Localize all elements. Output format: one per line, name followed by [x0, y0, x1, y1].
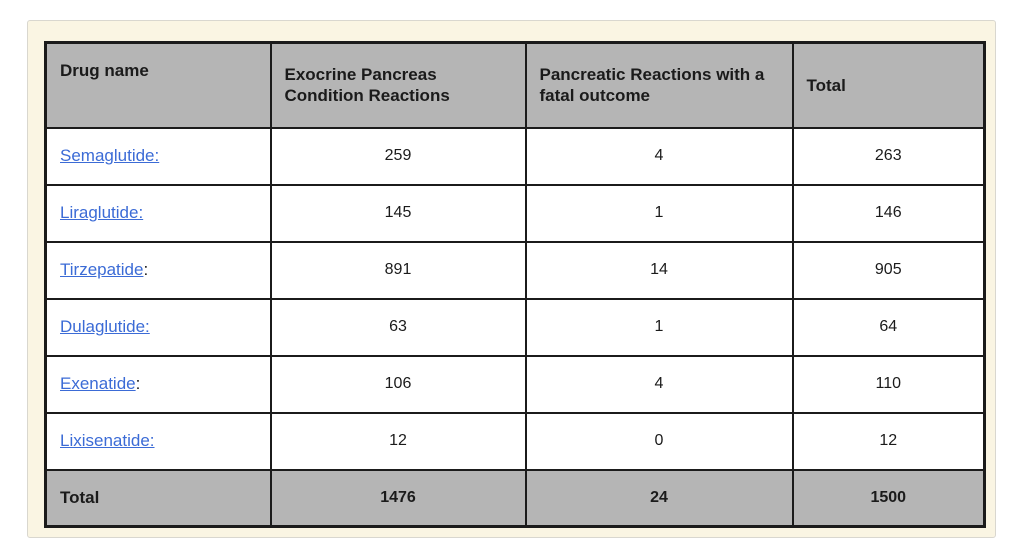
fatal-count-cell: 1: [524, 183, 794, 243]
total-fatal-cell: 24: [524, 468, 794, 528]
colon-suffix: :: [135, 374, 141, 393]
fatal-count-cell: 4: [524, 126, 794, 186]
fatal-count-cell: 4: [524, 354, 794, 414]
lixisenatide-link[interactable]: Lixisenatide:: [60, 431, 155, 450]
colon-suffix: :: [143, 260, 149, 279]
table-row-dulaglutide: Dulaglutide: 63 1 64: [44, 297, 986, 357]
drug-name-cell: Lixisenatide:: [44, 411, 272, 471]
total-count-cell: 263: [791, 126, 986, 186]
total-row-label: Total: [44, 468, 272, 528]
exocrine-count-cell: 106: [269, 354, 527, 414]
dulaglutide-link[interactable]: Dulaglutide:: [60, 317, 150, 336]
total-count-cell: 146: [791, 183, 986, 243]
exenatide-link[interactable]: Exenatide: [60, 374, 136, 393]
exocrine-count-cell: 259: [269, 126, 527, 186]
table-row-exenatide: Exenatide: 106 4 110: [44, 354, 986, 414]
grand-total-cell: 1500: [791, 468, 986, 528]
semaglutide-link[interactable]: Semaglutide:: [60, 146, 160, 165]
table-header-row: Drug name Exocrine Pancreas Condition Re…: [44, 41, 986, 129]
total-exocrine-cell: 1476: [269, 468, 527, 528]
table-row-semaglutide: Semaglutide: 259 4 263: [44, 126, 986, 186]
document-panel: Drug name Exocrine Pancreas Condition Re…: [27, 20, 996, 538]
fatal-count-cell: 1: [524, 297, 794, 357]
table-total-row: Total 1476 24 1500: [44, 468, 986, 528]
drug-name-cell: Exenatide:: [44, 354, 272, 414]
tirzepatide-link[interactable]: Tirzepatide: [60, 260, 144, 279]
fatal-count-cell: 0: [524, 411, 794, 471]
column-header-drug-name: Drug name: [44, 41, 272, 129]
fatal-count-cell: 14: [524, 240, 794, 300]
exocrine-count-cell: 891: [269, 240, 527, 300]
exocrine-count-cell: 145: [269, 183, 527, 243]
total-count-cell: 110: [791, 354, 986, 414]
table-row-liraglutide: Liraglutide: 145 1 146: [44, 183, 986, 243]
table-row-lixisenatide: Lixisenatide: 12 0 12: [44, 411, 986, 471]
column-header-exocrine-reactions: Exocrine Pancreas Condition Reactions: [269, 41, 527, 129]
reactions-table: Drug name Exocrine Pancreas Condition Re…: [44, 41, 986, 528]
total-count-cell: 905: [791, 240, 986, 300]
column-header-fatal-reactions: Pancreatic Reactions with a fatal outcom…: [524, 41, 794, 129]
liraglutide-link[interactable]: Liraglutide:: [60, 203, 144, 222]
drug-name-cell: Dulaglutide:: [44, 297, 272, 357]
column-header-total: Total: [791, 41, 986, 129]
total-count-cell: 64: [791, 297, 986, 357]
drug-name-cell: Liraglutide:: [44, 183, 272, 243]
table-row-tirzepatide: Tirzepatide: 891 14 905: [44, 240, 986, 300]
total-count-cell: 12: [791, 411, 986, 471]
exocrine-count-cell: 63: [269, 297, 527, 357]
drug-name-cell: Semaglutide:: [44, 126, 272, 186]
drug-name-cell: Tirzepatide:: [44, 240, 272, 300]
exocrine-count-cell: 12: [269, 411, 527, 471]
